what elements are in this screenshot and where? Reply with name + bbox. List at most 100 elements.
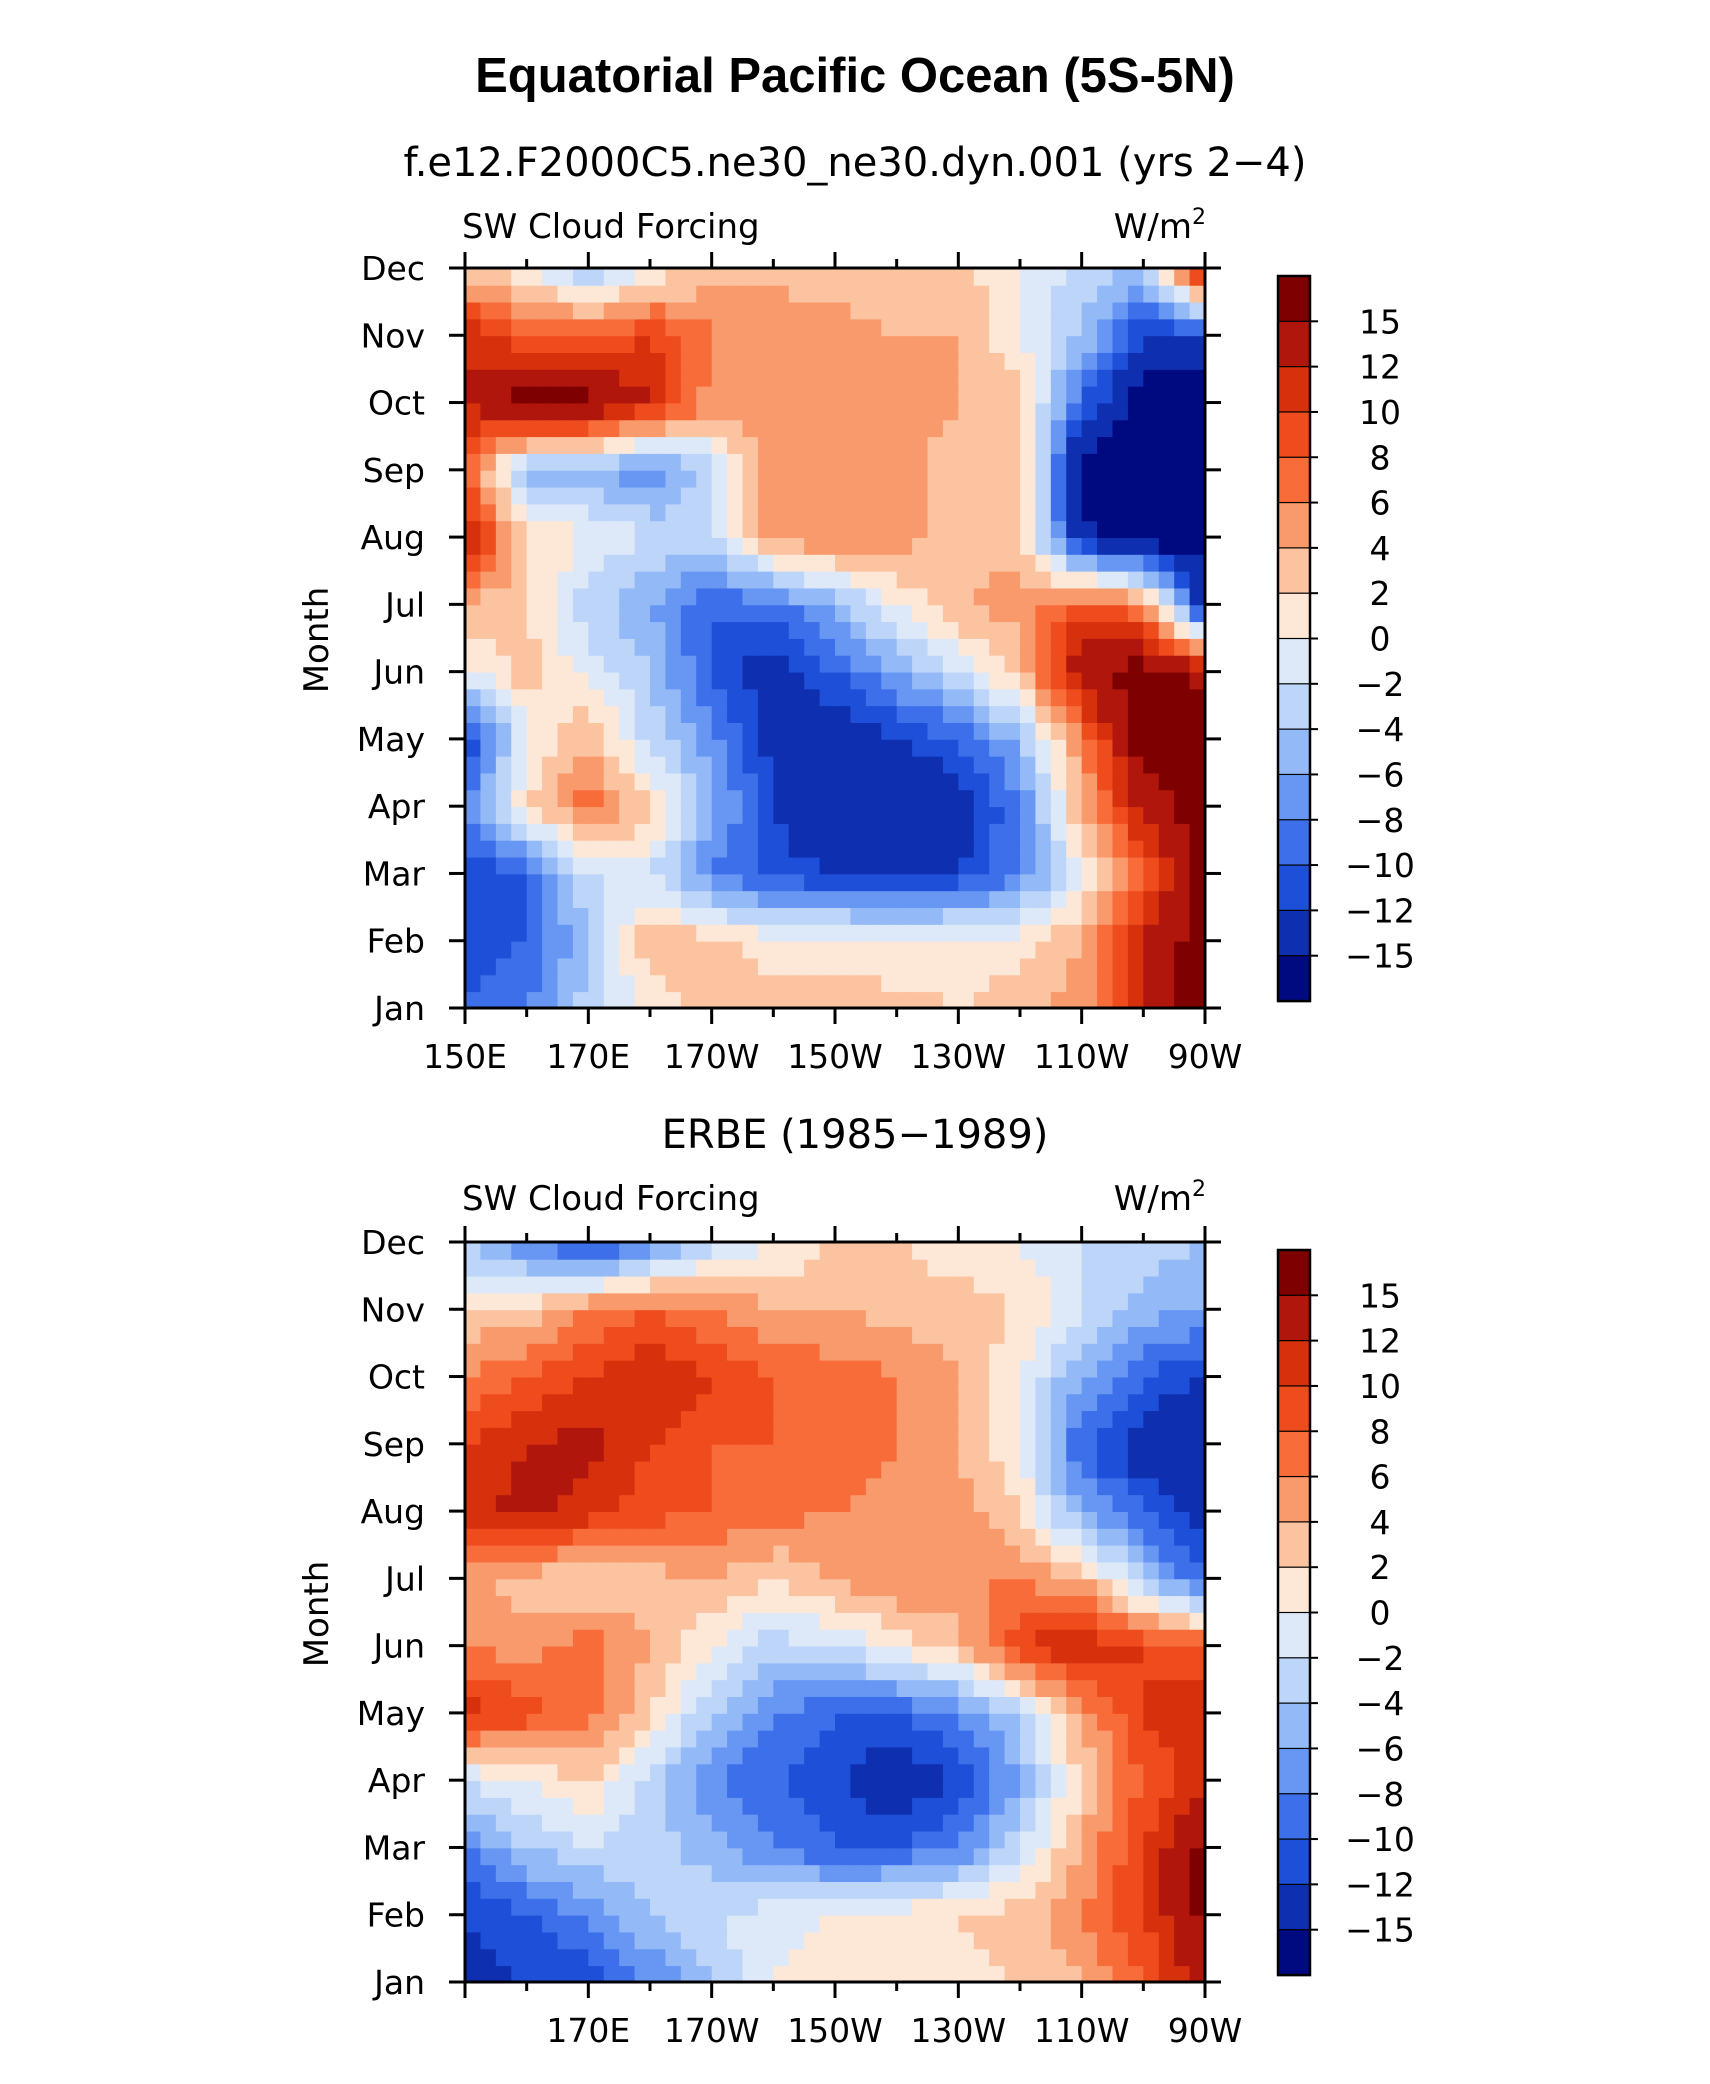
heatmap-cell [865,503,883,522]
heatmap-cell [1066,503,1083,522]
heatmap-cell [480,1578,497,1597]
heatmap-cell [650,1746,667,1765]
heatmap-cell [773,284,790,303]
heatmap-cell [588,907,605,925]
heatmap-cell [989,1931,1006,1950]
heatmap-cell [1035,570,1052,589]
colorbar-label: 0 [1370,620,1391,659]
heatmap-cell [804,1561,821,1580]
heatmap-cell [511,1645,528,1664]
heatmap-cell [835,1309,852,1327]
heatmap-cell [634,1393,651,1412]
heatmap-cell [1158,1342,1176,1361]
heatmap-cell [896,368,913,387]
heatmap-cell [835,806,852,824]
heatmap-cell [680,385,698,404]
heatmap-cell [1174,1359,1191,1378]
heatmap-cell [942,1376,960,1395]
heatmap-cell [757,923,775,942]
heatmap-cell [526,1242,543,1260]
heatmap-cell [650,1830,667,1849]
heatmap-cell [742,469,759,488]
heatmap-cell [958,823,975,841]
heatmap-cell [1050,738,1068,757]
heatmap-cell [896,856,913,875]
colorbar-label: −15 [1345,1911,1415,1950]
heatmap-cell [912,1427,929,1445]
heatmap-cell [1066,402,1083,421]
heatmap-cell [511,974,528,993]
heatmap-cell [526,1864,543,1882]
heatmap-cell [465,789,482,808]
heatmap-cell [773,1662,790,1681]
heatmap-cell [865,940,883,959]
heatmap-cell [1097,1797,1114,1815]
heatmap-cell [696,1359,713,1378]
heatmap-cell [572,1679,590,1697]
heatmap-cell [850,486,867,505]
heatmap-cell [495,1797,513,1815]
heatmap-cell [1004,638,1021,656]
heatmap-cell [588,722,605,740]
heatmap-cell [912,469,929,488]
heatmap-cell [650,1948,667,1967]
heatmap-cell [557,1830,574,1849]
heatmap-cell [480,537,497,555]
heatmap-cell [1127,1359,1145,1378]
heatmap-cell [634,1595,651,1613]
heatmap-cell [942,1746,960,1765]
heatmap-cell [912,352,929,370]
heatmap-cell [696,1292,713,1311]
heatmap-cell [927,419,944,438]
heatmap-cell [588,1544,605,1563]
heatmap-cell [1020,705,1037,723]
heatmap-cell [572,1780,590,1798]
heatmap-cell [603,621,621,639]
heatmap-cell [819,587,836,606]
heatmap-cell [1189,1460,1206,1479]
heatmap-cell [465,1931,482,1950]
heatmap-cell [526,772,543,791]
heatmap-cell [495,1511,513,1529]
heatmap-cell [1158,940,1176,959]
heatmap-cell [835,873,852,892]
heatmap-cell [1066,621,1083,639]
heatmap-cell [727,453,744,471]
heatmap-cell [896,974,913,993]
heatmap-cell [1066,688,1083,707]
heatmap-cell [850,789,867,808]
heatmap-cell [588,1965,605,1983]
heatmap-cell [511,436,528,454]
heatmap-cell [1066,1712,1083,1731]
heatmap-cell [1127,587,1145,606]
heatmap-cell [650,1897,667,1916]
heatmap-cell [881,335,898,353]
heatmap-cell [1143,738,1160,757]
heatmap-cell [1035,789,1052,808]
heatmap-cell [1189,991,1206,1009]
heatmap-cell [696,671,713,690]
heatmap-cell [942,1645,960,1664]
colorbar-label: −12 [1345,1865,1415,1904]
heatmap-cell [665,385,682,404]
heatmap-cell [989,907,1006,925]
heatmap-cell [1127,318,1145,337]
heatmap-cell [680,856,698,875]
heatmap-cell [1035,1746,1052,1765]
heatmap-cell [927,318,944,337]
heatmap-cell [680,1813,698,1832]
heatmap-cell [881,284,898,303]
heatmap-cell [711,1864,728,1882]
heatmap-cell [742,402,759,421]
heatmap-cell [989,1780,1006,1798]
heatmap-cell [665,755,682,774]
heatmap-cell [773,268,790,286]
heatmap-cell [1174,1881,1191,1899]
heatmap-cell [804,1897,821,1916]
colorbar-label: −6 [1356,755,1405,794]
heatmap-cell [465,1427,482,1445]
heatmap-cell [634,705,651,723]
heatmap-cell [711,1830,728,1849]
heatmap-cell [896,1797,913,1815]
heatmap-cell [526,789,543,808]
